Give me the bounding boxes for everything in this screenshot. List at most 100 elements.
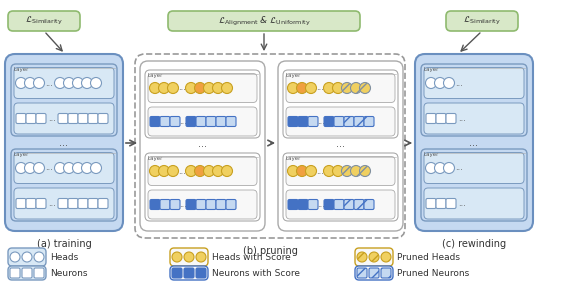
FancyBboxPatch shape <box>36 198 46 208</box>
FancyBboxPatch shape <box>424 103 524 134</box>
FancyBboxPatch shape <box>357 268 367 278</box>
Circle shape <box>10 252 20 262</box>
Circle shape <box>288 166 298 176</box>
FancyBboxPatch shape <box>160 200 170 210</box>
FancyBboxPatch shape <box>288 200 298 210</box>
Circle shape <box>213 82 223 94</box>
FancyBboxPatch shape <box>283 153 398 221</box>
FancyBboxPatch shape <box>170 248 208 266</box>
FancyBboxPatch shape <box>16 198 26 208</box>
Circle shape <box>204 166 214 176</box>
FancyBboxPatch shape <box>58 198 68 208</box>
Text: ...: ... <box>316 84 324 92</box>
FancyBboxPatch shape <box>145 153 260 221</box>
Circle shape <box>369 252 379 262</box>
Circle shape <box>425 162 437 174</box>
FancyBboxPatch shape <box>11 64 117 136</box>
FancyBboxPatch shape <box>424 67 524 98</box>
Text: ...: ... <box>59 138 68 148</box>
Circle shape <box>204 82 214 94</box>
FancyBboxPatch shape <box>344 200 354 210</box>
FancyBboxPatch shape <box>98 114 108 124</box>
Circle shape <box>306 166 316 176</box>
Circle shape <box>24 78 36 88</box>
Text: ...: ... <box>178 84 186 92</box>
Circle shape <box>443 162 455 174</box>
Text: Layer: Layer <box>424 152 439 157</box>
Text: Pruned Heads: Pruned Heads <box>397 253 460 261</box>
Circle shape <box>350 166 362 176</box>
FancyBboxPatch shape <box>170 266 208 280</box>
FancyBboxPatch shape <box>88 114 98 124</box>
Text: $\mathcal{L}_{\mathrm{Alignment}}$ & $\mathcal{L}_{\mathrm{Uniformity}}$: $\mathcal{L}_{\mathrm{Alignment}}$ & $\m… <box>218 15 310 27</box>
FancyBboxPatch shape <box>196 116 206 126</box>
FancyBboxPatch shape <box>334 200 344 210</box>
FancyBboxPatch shape <box>58 114 68 124</box>
FancyBboxPatch shape <box>206 200 216 210</box>
Circle shape <box>184 252 194 262</box>
Circle shape <box>186 82 196 94</box>
FancyBboxPatch shape <box>381 268 391 278</box>
Text: ...: ... <box>198 139 207 149</box>
Text: $\mathcal{L}_{\mathrm{Similarity}}$: $\mathcal{L}_{\mathrm{Similarity}}$ <box>463 15 501 27</box>
FancyBboxPatch shape <box>172 268 182 278</box>
FancyBboxPatch shape <box>308 200 318 210</box>
Circle shape <box>64 162 74 174</box>
Circle shape <box>357 252 367 262</box>
Text: ...: ... <box>45 164 53 172</box>
FancyBboxPatch shape <box>22 268 32 278</box>
FancyBboxPatch shape <box>298 200 308 210</box>
FancyBboxPatch shape <box>421 149 527 221</box>
Circle shape <box>434 162 446 174</box>
FancyBboxPatch shape <box>14 67 114 98</box>
Circle shape <box>82 78 92 88</box>
Circle shape <box>172 252 182 262</box>
FancyBboxPatch shape <box>364 116 374 126</box>
Text: ...: ... <box>48 114 56 123</box>
FancyBboxPatch shape <box>324 200 334 210</box>
FancyBboxPatch shape <box>196 200 206 210</box>
FancyBboxPatch shape <box>424 188 524 219</box>
FancyBboxPatch shape <box>283 70 398 138</box>
Circle shape <box>306 82 316 94</box>
FancyBboxPatch shape <box>426 198 436 208</box>
FancyBboxPatch shape <box>26 198 36 208</box>
FancyBboxPatch shape <box>135 54 405 238</box>
Text: ...: ... <box>317 200 325 209</box>
FancyBboxPatch shape <box>288 116 298 126</box>
FancyBboxPatch shape <box>36 114 46 124</box>
FancyBboxPatch shape <box>354 116 364 126</box>
Text: Heads with Score: Heads with Score <box>212 253 291 261</box>
Circle shape <box>90 78 102 88</box>
Circle shape <box>168 166 178 176</box>
Circle shape <box>324 82 334 94</box>
FancyBboxPatch shape <box>150 116 160 126</box>
Circle shape <box>55 78 65 88</box>
Text: Layer: Layer <box>14 67 29 72</box>
Text: ...: ... <box>458 199 466 208</box>
Circle shape <box>24 162 36 174</box>
Circle shape <box>22 252 32 262</box>
Circle shape <box>350 82 362 94</box>
FancyBboxPatch shape <box>186 116 196 126</box>
Text: Heads: Heads <box>50 253 78 261</box>
Text: (c) rewinding: (c) rewinding <box>442 239 506 249</box>
FancyBboxPatch shape <box>415 54 533 231</box>
Text: $\mathcal{L}_{\mathrm{Similarity}}$: $\mathcal{L}_{\mathrm{Similarity}}$ <box>25 15 63 27</box>
FancyBboxPatch shape <box>446 198 456 208</box>
FancyBboxPatch shape <box>226 116 236 126</box>
FancyBboxPatch shape <box>369 268 379 278</box>
Circle shape <box>90 162 102 174</box>
FancyBboxPatch shape <box>206 116 216 126</box>
FancyBboxPatch shape <box>184 268 194 278</box>
Circle shape <box>288 82 298 94</box>
Circle shape <box>158 82 170 94</box>
FancyBboxPatch shape <box>278 61 403 231</box>
FancyBboxPatch shape <box>145 70 260 138</box>
Circle shape <box>149 166 161 176</box>
Text: Pruned Neurons: Pruned Neurons <box>397 269 469 277</box>
Text: (b) pruning: (b) pruning <box>243 246 297 256</box>
FancyBboxPatch shape <box>148 156 257 186</box>
Circle shape <box>425 78 437 88</box>
Circle shape <box>15 78 27 88</box>
